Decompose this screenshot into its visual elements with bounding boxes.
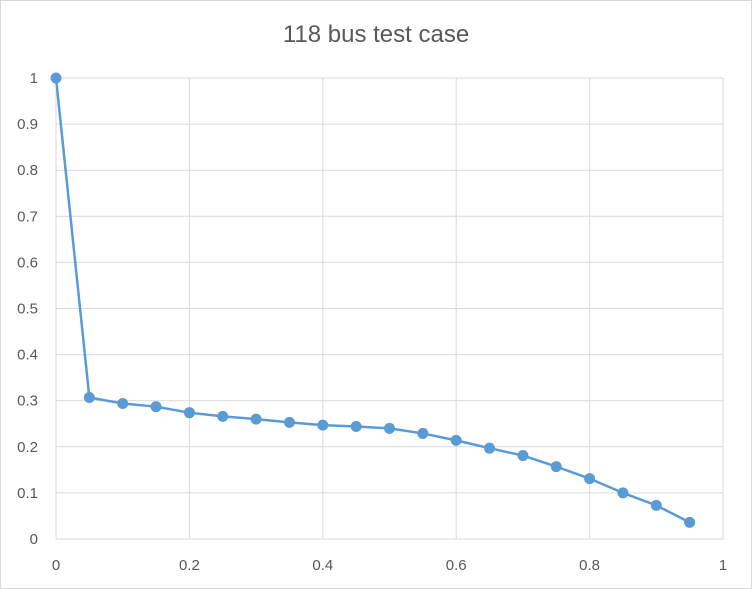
- y-tick-label: 1: [30, 70, 38, 87]
- series-line: [54, 77, 691, 524]
- y-tick-label: 0: [30, 531, 38, 548]
- data-point: [250, 413, 262, 425]
- y-tick-label: 0.4: [17, 347, 38, 364]
- x-tick-label: 0.8: [579, 557, 600, 574]
- data-point: [684, 516, 696, 528]
- data-point: [83, 391, 95, 403]
- data-point: [384, 422, 395, 434]
- y-tick-label: 0.3: [17, 393, 38, 410]
- x-tick-label: 0.2: [179, 557, 200, 574]
- data-point: [550, 461, 562, 473]
- x-tick-label: 0.6: [446, 557, 467, 574]
- y-tick-label: 0.6: [17, 254, 38, 271]
- data-point: [417, 427, 429, 439]
- data-point: [517, 450, 529, 462]
- y-tick-label: 0.1: [17, 485, 38, 502]
- data-point: [50, 72, 62, 84]
- data-point: [317, 419, 329, 431]
- x-tick-label: 0: [52, 557, 60, 574]
- data-point: [283, 416, 295, 428]
- y-tick-label: 0.8: [17, 162, 38, 179]
- data-point: [183, 407, 195, 419]
- y-tick-label: 0.7: [17, 208, 38, 225]
- y-tick-label: 0.9: [17, 116, 38, 133]
- data-point: [350, 421, 362, 433]
- data-point: [150, 401, 162, 413]
- data-point: [484, 442, 496, 454]
- data-point: [117, 397, 129, 409]
- chart-title: 118 bus test case: [282, 21, 470, 48]
- x-tick-label: 1: [719, 557, 727, 574]
- data-point: [217, 410, 229, 422]
- data-point: [584, 473, 596, 485]
- data-point: [650, 499, 662, 511]
- x-tick-label: 0.4: [312, 557, 333, 574]
- data-point: [450, 434, 462, 446]
- data-point: [617, 487, 629, 499]
- y-tick-label: 0.2: [17, 439, 38, 456]
- y-tick-label: 0.5: [17, 301, 38, 318]
